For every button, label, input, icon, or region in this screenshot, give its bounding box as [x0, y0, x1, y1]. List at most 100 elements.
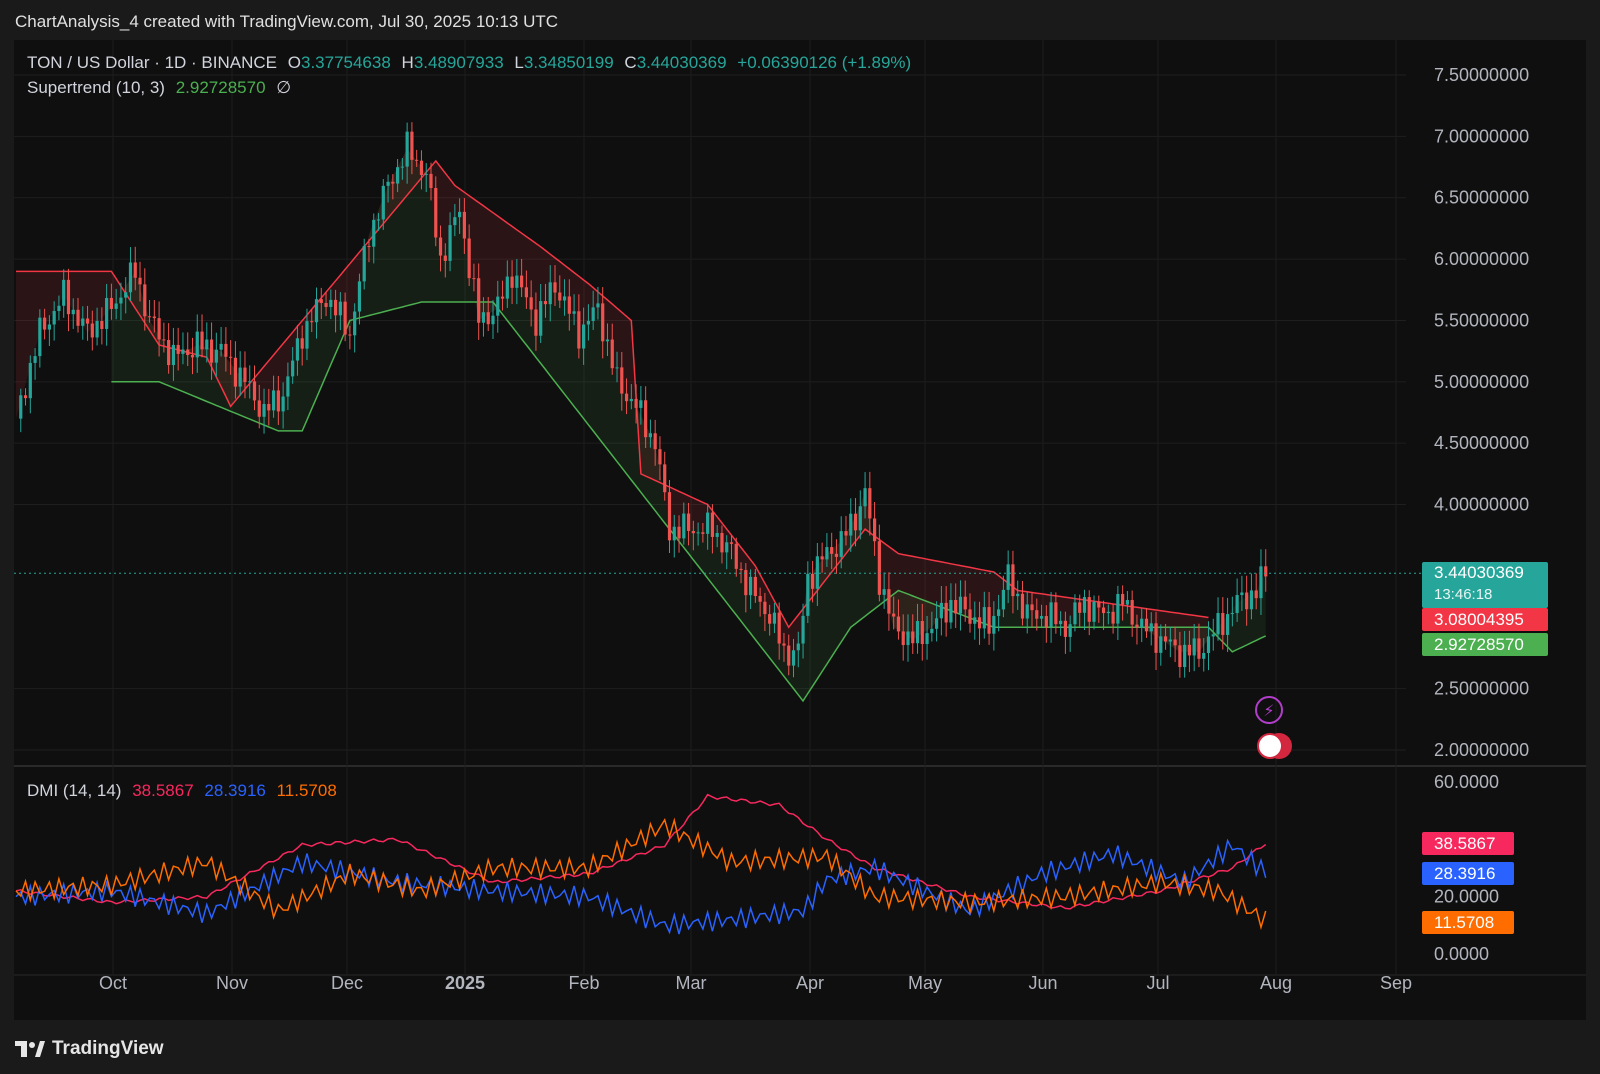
candle-body [1187, 644, 1192, 656]
candle-body [620, 367, 624, 394]
candle-body [62, 279, 66, 306]
candle-body [1183, 644, 1187, 668]
candle-body [968, 609, 972, 624]
candle-body [1068, 624, 1072, 637]
candle-body [624, 393, 629, 402]
chart-area[interactable]: 2.00000000 2.50000000 4.00000000 4.50000000… [14, 40, 1586, 1020]
candle-body [1106, 611, 1110, 614]
candle-body [644, 400, 648, 438]
candle-body [481, 312, 486, 323]
price-tag-value: 3.44030369 [1434, 563, 1524, 582]
candle-body [167, 340, 171, 366]
candle-body [248, 381, 252, 383]
candle-body [958, 596, 963, 614]
candle-body [1030, 604, 1034, 611]
candle-body [949, 599, 953, 623]
candle-body [806, 573, 810, 616]
candle-body [1264, 566, 1268, 577]
time-tick-label: Aug [1260, 973, 1292, 993]
time-tick-label: Oct [99, 973, 127, 993]
candle-body [849, 513, 853, 536]
time-tick-label: Jun [1028, 973, 1057, 993]
candle-body [634, 398, 638, 408]
candle-body [152, 316, 156, 319]
candle-body [925, 633, 929, 644]
tradingview-footer: TradingView [15, 1038, 164, 1060]
candle-body [310, 321, 314, 323]
candle-body [176, 344, 180, 354]
time-tick-label: Nov [216, 973, 248, 993]
candle-body [1035, 610, 1039, 619]
candle-body [858, 506, 862, 531]
candle-body [128, 262, 133, 293]
candle-body [572, 311, 576, 314]
candle-body [1025, 604, 1029, 619]
candle-body [758, 596, 762, 602]
candle-body [314, 299, 319, 323]
candle-body [567, 296, 571, 314]
candle-body [753, 576, 757, 597]
candle-body [629, 398, 633, 402]
candle-body [1044, 616, 1048, 627]
supertrend-value: 2.92728570 [175, 78, 266, 97]
candle-body [81, 318, 85, 326]
dmi-label: DMI (14, 14) [27, 781, 122, 800]
candle-body [744, 570, 748, 596]
candle-body [839, 531, 843, 557]
candle-body [796, 643, 800, 651]
plus-di-tag: 28.3916 [1422, 862, 1514, 885]
candle-body [124, 292, 128, 298]
candle-body [667, 492, 672, 541]
candle-body [85, 318, 90, 324]
tradingview-logo-icon [15, 1041, 45, 1057]
candle-body [863, 488, 867, 507]
lightning-event-icon [1255, 696, 1283, 724]
candle-body [1020, 593, 1025, 619]
open-label: O [287, 53, 301, 72]
candle-body [577, 311, 581, 349]
candle-body [906, 631, 910, 646]
candle-body [562, 296, 567, 301]
candle-body [1154, 623, 1158, 653]
candle-body [954, 599, 958, 614]
candle-body [520, 275, 524, 288]
candle-body [415, 159, 419, 161]
candle-body [1206, 636, 1211, 654]
candle-body [372, 219, 376, 247]
candle-body [143, 284, 147, 317]
time-tick-label: Apr [796, 973, 824, 993]
candle-body [830, 547, 834, 554]
candle-body [992, 615, 996, 634]
candle-body [853, 513, 858, 531]
candle-body [138, 277, 142, 285]
candle-body [491, 315, 495, 325]
candle-body [1221, 613, 1225, 635]
candle-body [66, 279, 71, 315]
candle-body [772, 612, 777, 624]
candle-body [19, 395, 23, 419]
candle-body [43, 317, 47, 330]
candle-body [725, 542, 729, 553]
eye-icon[interactable]: ∅ [276, 78, 292, 97]
candle-body [734, 543, 738, 569]
candle-body [648, 433, 653, 438]
candle-body [510, 276, 514, 288]
candle-body [190, 355, 195, 358]
candle-body [186, 349, 190, 356]
candle-body [663, 464, 667, 493]
chart-header: ChartAnalysis_4 created with TradingView… [15, 12, 559, 31]
candle-body [1216, 613, 1220, 635]
candle-body [291, 360, 295, 377]
candle-body [462, 211, 466, 239]
candle-body [653, 433, 657, 450]
candle-body [939, 602, 943, 619]
time-tick-label: Jul [1146, 973, 1169, 993]
candle-body [553, 282, 557, 293]
candle-body [157, 318, 161, 340]
plus-di-value: 28.3916 [204, 781, 266, 800]
candle-body [362, 246, 366, 282]
candle-body [28, 362, 32, 399]
chart-svg[interactable]: 2.00000000 2.50000000 4.00000000 4.50000000… [14, 40, 1586, 1020]
candle-body [820, 556, 824, 560]
candle-body [267, 403, 271, 411]
